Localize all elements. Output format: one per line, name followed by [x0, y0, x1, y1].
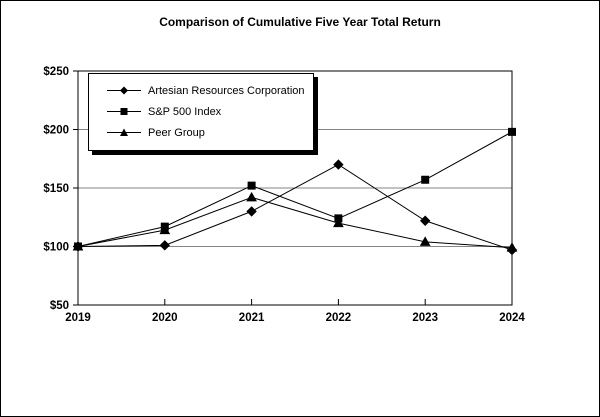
x-tick-label: 2023 [412, 312, 438, 324]
legend-label: S&P 500 Index [148, 105, 222, 118]
y-tick-label: $200 [43, 125, 69, 137]
data-point-marker [159, 240, 171, 251]
legend-label: Artesian Resources Corporation [148, 84, 305, 97]
series-line [77, 131, 513, 247]
data-point-marker [333, 217, 344, 228]
y-tick-label: $100 [43, 242, 69, 254]
square-marker-icon [107, 108, 141, 115]
x-tick-label: 2020 [152, 312, 178, 324]
data-point-marker [333, 159, 344, 170]
legend-item: Peer Group [89, 122, 313, 143]
y-tick-label: $150 [43, 183, 69, 195]
data-point-marker [334, 214, 343, 223]
data-point-marker [247, 181, 256, 190]
data-point-marker [421, 175, 430, 184]
data-point-marker [419, 215, 431, 226]
data-point-marker [246, 206, 257, 217]
x-tick-label: 2019 [65, 312, 91, 324]
x-tick-label: 2024 [499, 312, 525, 324]
y-tick-label: $50 [50, 300, 69, 312]
data-point-marker [160, 222, 169, 231]
data-point-marker [246, 191, 257, 202]
chart-title: Comparison of Cumulative Five Year Total… [159, 15, 441, 29]
diamond-marker-icon [107, 86, 141, 95]
chart-legend: Artesian Resources Corporation S&P 500 In… [88, 73, 314, 151]
data-point-marker [508, 127, 516, 136]
data-point-marker [506, 244, 518, 256]
data-point-marker [72, 241, 84, 252]
data-point-marker [419, 236, 431, 246]
series-line [77, 164, 513, 251]
legend-item: Artesian Resources Corporation [89, 80, 313, 101]
x-tick-label: 2022 [326, 312, 352, 324]
triangle-marker-icon [107, 128, 141, 136]
legend-label: Peer Group [148, 126, 205, 139]
y-tick-label: $250 [43, 66, 69, 78]
x-tick-label: 2021 [239, 312, 265, 324]
series-line [77, 196, 513, 249]
legend-item: S&P 500 Index [89, 101, 313, 122]
